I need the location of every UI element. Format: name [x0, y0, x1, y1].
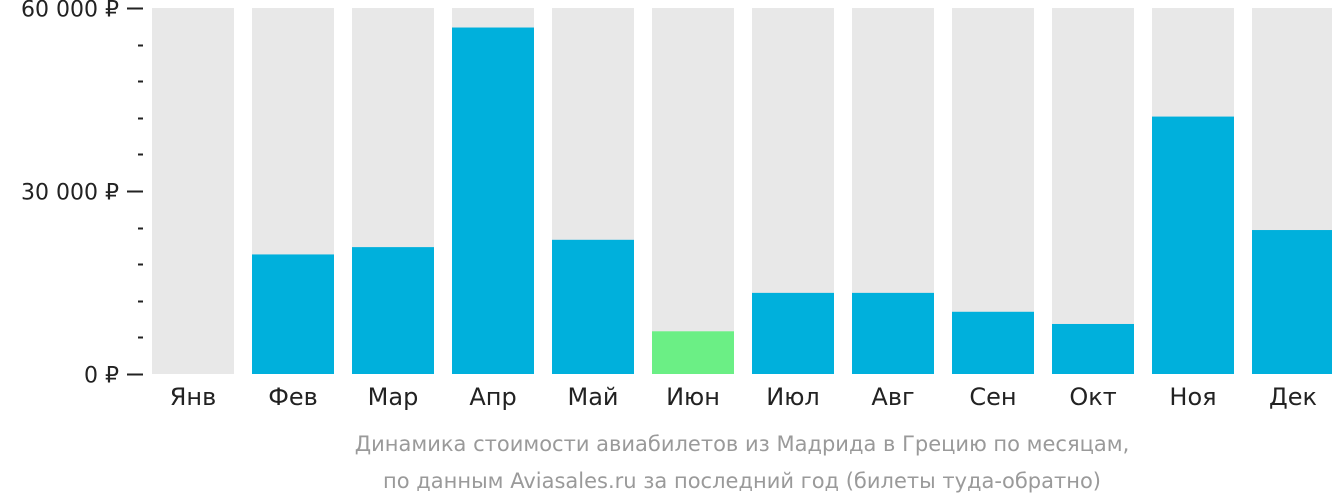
bar-track: [152, 8, 234, 374]
x-tick-label: Сен: [969, 383, 1016, 411]
y-tick-label: 60 000 ₽: [21, 0, 119, 23]
bar: [852, 292, 934, 374]
x-tick-label: Янв: [170, 383, 217, 411]
x-tick-label: Авг: [871, 383, 914, 411]
bar-track: [652, 8, 734, 374]
price-bar-chart: 0 ₽ 30 000 ₽ 60 000 ₽ Янв Фев Мар Апр Май Июн Июл…: [21, 0, 1332, 411]
bar: [1252, 230, 1332, 374]
bar: [552, 239, 634, 374]
bar: [652, 331, 734, 374]
x-tick-label: Ноя: [1169, 383, 1216, 411]
chart-caption-line-2: по данным Aviasales.ru за последний год …: [383, 469, 1101, 493]
x-tick-label: Апр: [469, 383, 516, 411]
x-tick-label: Июл: [766, 383, 820, 411]
bar: [352, 247, 434, 374]
bar: [952, 311, 1034, 374]
x-tick-label: Мар: [368, 383, 419, 411]
bar: [252, 254, 334, 374]
x-tick-label: Окт: [1069, 383, 1116, 411]
x-tick-label: Май: [567, 383, 618, 411]
y-tick-label: 0 ₽: [84, 364, 119, 389]
x-tick-label: Фев: [268, 383, 318, 411]
bar: [752, 292, 834, 374]
y-tick-label: 30 000 ₽: [21, 181, 119, 206]
x-tick-label: Дек: [1269, 383, 1317, 411]
bar: [452, 27, 534, 375]
bar: [1152, 116, 1234, 374]
chart-caption-line-1: Динамика стоимости авиабилетов из Мадрид…: [354, 432, 1130, 456]
bar-track: [1052, 8, 1134, 374]
bar: [1052, 323, 1134, 374]
x-tick-label: Июн: [666, 383, 720, 411]
